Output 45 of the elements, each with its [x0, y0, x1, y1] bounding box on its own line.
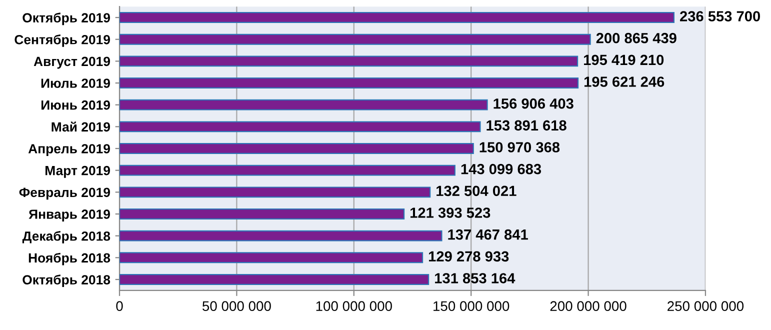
data-label: 132 504 021 — [436, 186, 516, 196]
x-tick-label: 50 000 000 — [202, 301, 271, 312]
y-tick-label: Февраль 2019 — [19, 188, 110, 200]
x-tick-label: 100 000 000 — [316, 301, 392, 312]
y-tick-label: Март 2019 — [46, 166, 110, 178]
bar — [120, 12, 675, 23]
y-tick-label: Октябрь 2018 — [22, 274, 110, 288]
bar — [120, 208, 405, 220]
data-label: 156 906 403 — [494, 98, 574, 109]
y-tick-label: Август 2019 — [34, 56, 110, 69]
bar — [120, 186, 431, 198]
y-tick-label: Ноябрь 2018 — [28, 252, 110, 266]
x-tick-label: 200 000 000 — [550, 301, 626, 312]
y-tick-label: Июль 2019 — [41, 78, 110, 88]
x-tick-label: 150 000 000 — [434, 301, 510, 312]
data-label: 236 553 700 — [680, 11, 760, 22]
bar — [120, 274, 430, 285]
data-label: 195 419 210 — [584, 54, 664, 66]
data-label: 150 970 368 — [480, 142, 560, 152]
data-label: 195 621 246 — [584, 76, 664, 87]
bar — [120, 56, 578, 67]
bar — [120, 252, 424, 264]
data-label: 121 393 523 — [410, 208, 490, 218]
bar — [120, 78, 579, 88]
y-tick-label: Май 2019 — [52, 122, 110, 132]
x-tick-label: 0 — [116, 301, 123, 312]
bar — [120, 143, 474, 154]
data-label: 129 278 933 — [428, 251, 509, 262]
data-label: 200 865 439 — [596, 32, 676, 44]
y-tick-label: Июнь 2019 — [42, 100, 110, 110]
y-tick-label: Январь 2019 — [28, 210, 110, 222]
bar — [120, 99, 488, 110]
bar — [120, 230, 442, 242]
y-tick-label: Апрель 2019 — [28, 144, 110, 156]
y-tick-label: Сентябрь 2019 — [14, 34, 110, 47]
bar — [120, 34, 591, 45]
data-label: 137 467 841 — [448, 229, 528, 240]
x-tick-label: 250 000 000 — [668, 301, 744, 312]
y-tick-label: Октябрь 2019 — [22, 12, 110, 26]
data-label: 143 099 683 — [461, 164, 542, 174]
data-label: 131 853 164 — [435, 273, 516, 284]
bar — [120, 121, 481, 132]
data-label: 153 891 618 — [486, 120, 566, 131]
y-tick-label: Декабрь 2018 — [22, 230, 110, 244]
bar — [120, 164, 456, 176]
